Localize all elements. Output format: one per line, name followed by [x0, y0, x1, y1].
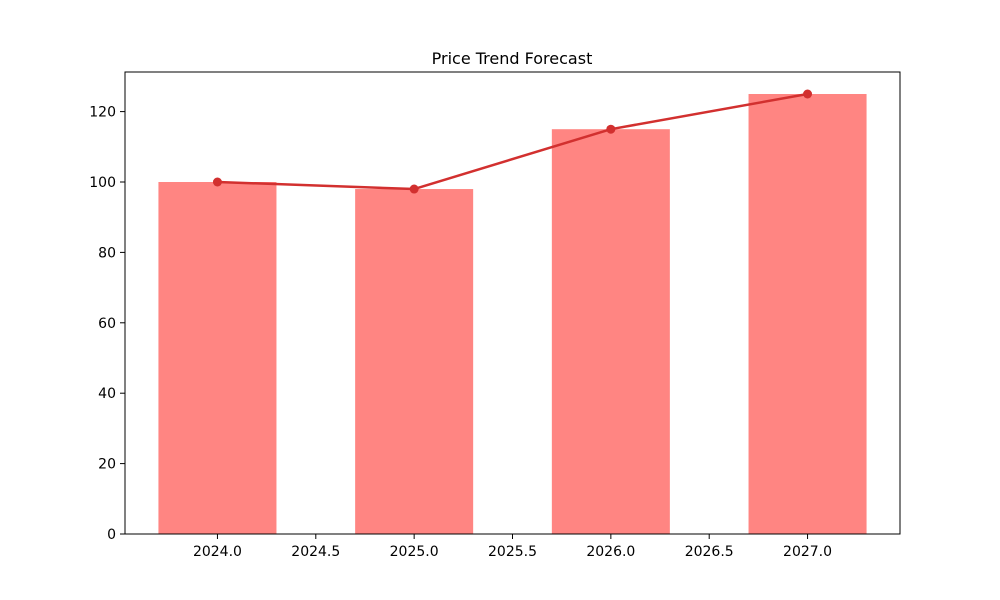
trend-point-2027 — [803, 89, 813, 99]
trend-point-2026 — [606, 124, 616, 134]
bars-layer — [158, 94, 867, 535]
x-tick-label: 2026.0 — [586, 544, 635, 560]
bar-2026 — [551, 129, 670, 534]
x-tick-label: 2024.0 — [193, 544, 242, 560]
x-axis: 2024.0 2024.5 2025.0 2025.5 2026.0 2026.5 2027… — [193, 534, 832, 560]
trend-line — [217, 92, 808, 191]
x-tick-label: 2025.0 — [390, 544, 439, 560]
y-tick-label: 120 — [89, 105, 116, 121]
bar-2024 — [158, 182, 277, 534]
x-tick-label: 2027.0 — [783, 544, 832, 560]
y-tick-label: 100 — [89, 175, 116, 191]
x-tick-label: 2024.5 — [291, 544, 340, 560]
trend-point-2025 — [409, 184, 419, 194]
y-axis: 0 20 40 60 80 100 120 — [89, 105, 125, 543]
x-tick-label: 2026.5 — [685, 544, 734, 560]
trend-point-2024 — [212, 177, 222, 187]
chart-title: Price Trend Forecast — [432, 49, 593, 68]
y-tick-label: 20 — [98, 457, 116, 473]
line-layer — [212, 89, 813, 194]
x-tick-label: 2025.5 — [488, 544, 537, 560]
y-tick-label: 40 — [98, 386, 116, 402]
y-tick-label: 0 — [107, 527, 116, 543]
bar-2027 — [748, 94, 867, 534]
y-tick-label: 60 — [98, 316, 116, 332]
y-tick-label: 80 — [98, 245, 116, 261]
bar-2025 — [355, 189, 474, 535]
